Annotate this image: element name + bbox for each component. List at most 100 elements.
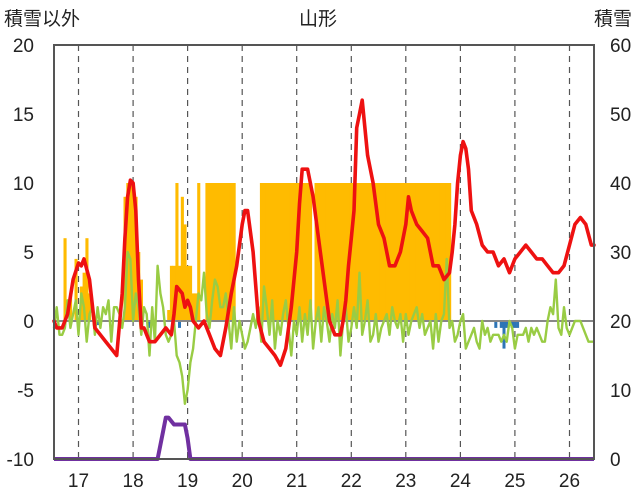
precipitation-bar <box>205 183 209 321</box>
precipitation-bar <box>377 183 381 321</box>
precipitation-bar <box>388 183 392 321</box>
x-tick-label: 22 <box>341 471 362 492</box>
precipitation-bar <box>219 183 223 321</box>
x-tick-label: 24 <box>450 471 472 492</box>
precipitation-bar <box>63 238 67 321</box>
precipitation-bar <box>439 183 443 321</box>
right-tick-label: 10 <box>610 381 631 402</box>
precipitation-bar <box>322 183 326 321</box>
precipitation-bar <box>390 183 394 321</box>
precipitation-bar <box>268 183 272 321</box>
precipitation-bar <box>197 183 201 321</box>
precipitation-bar <box>191 293 195 321</box>
precipitation-bar <box>374 183 378 321</box>
precipitation-bar <box>273 183 277 321</box>
precipitation-bar <box>306 183 310 321</box>
left-tick-label: -10 <box>7 450 34 471</box>
precipitation-bar <box>434 183 438 321</box>
precipitation-bar <box>216 183 220 321</box>
precipitation-bar <box>401 183 405 321</box>
precipitation-bar <box>172 265 176 321</box>
x-tick-label: 26 <box>559 471 580 492</box>
precipitation-bar <box>262 183 266 321</box>
precipitation-bar <box>363 183 367 321</box>
x-tick-label: 18 <box>123 471 144 492</box>
precipitation-bar <box>358 183 362 321</box>
precipitation-bar <box>396 183 400 321</box>
precipitation-bar <box>167 310 171 321</box>
x-tick-label: 23 <box>395 471 416 492</box>
x-tick-label: 19 <box>177 471 198 492</box>
snowfall-bar <box>148 321 151 328</box>
snowfall-bar <box>178 321 181 328</box>
precipitation-bar <box>287 183 291 321</box>
precipitation-bar <box>420 183 424 321</box>
precipitation-bar <box>183 224 187 321</box>
precipitation-bar <box>270 183 274 321</box>
snowfall-bar <box>494 321 498 328</box>
precipitation-bar <box>415 183 419 321</box>
precipitation-bar <box>284 183 288 321</box>
precipitation-bar <box>431 183 435 321</box>
right-tick-label: 40 <box>610 174 631 195</box>
precipitation-bar <box>314 183 318 321</box>
left-tick-label: 20 <box>13 36 34 57</box>
precipitation-bar <box>303 183 307 321</box>
wind-line <box>52 250 594 405</box>
right-axis-label: 積雪 <box>594 8 632 30</box>
precipitation-bar <box>88 293 92 321</box>
precipitation-bar <box>221 183 225 321</box>
precipitation-bar <box>208 183 212 321</box>
precipitation-bar <box>186 265 190 321</box>
snowfall-bar <box>499 321 503 328</box>
precipitation-bar <box>281 183 285 321</box>
precipitation-bar <box>169 265 173 321</box>
left-tick-label: 0 <box>23 312 34 333</box>
precipitation-bar <box>393 183 397 321</box>
precipitation-bar <box>276 183 280 321</box>
right-tick-label: 50 <box>610 105 631 126</box>
precipitation-bar <box>333 183 337 321</box>
precipitation-bar <box>189 265 193 321</box>
precipitation-bar <box>352 183 356 321</box>
precipitation-bar <box>437 183 441 321</box>
precipitation-bar <box>330 183 334 321</box>
precipitation-bar <box>82 272 86 321</box>
precipitation-bar <box>300 183 304 321</box>
precipitation-bar <box>289 183 293 321</box>
precipitation-bar <box>227 183 231 321</box>
precipitation-bar <box>336 183 340 321</box>
x-tick-label: 20 <box>232 471 253 492</box>
precipitation-bar <box>69 293 73 321</box>
precipitation-bar <box>175 183 179 321</box>
precipitation-bar <box>360 183 364 321</box>
snowfall-bar <box>96 321 100 326</box>
precipitation-bar <box>404 183 408 321</box>
precipitation-bar <box>180 196 184 321</box>
precipitation-bar <box>426 183 430 321</box>
snowfall-bar <box>510 321 514 328</box>
precipitation-bar <box>418 183 422 321</box>
precipitation-bar <box>355 183 359 321</box>
gridlines <box>77 45 571 459</box>
precipitation-bar <box>265 183 269 321</box>
x-tick-label: 17 <box>68 471 89 492</box>
precipitation-bar <box>328 183 332 321</box>
chart-title: 山形 <box>299 8 337 30</box>
snow-depth-line <box>54 415 594 461</box>
precipitation-bar <box>412 183 416 321</box>
precipitation-bar <box>369 183 373 321</box>
precipitation-bar <box>224 183 228 321</box>
precipitation-bar <box>409 183 413 321</box>
precipitation-bar <box>341 183 345 321</box>
temperature-line <box>52 98 596 367</box>
plot-border <box>53 44 595 460</box>
left-axis-label: 積雪以外 <box>4 8 80 30</box>
precipitation-bar <box>366 183 370 321</box>
precipitation-bar <box>213 183 217 321</box>
precipitation-bar <box>279 183 283 321</box>
snowfall-bar <box>513 321 517 328</box>
precipitation-bar <box>85 238 89 321</box>
